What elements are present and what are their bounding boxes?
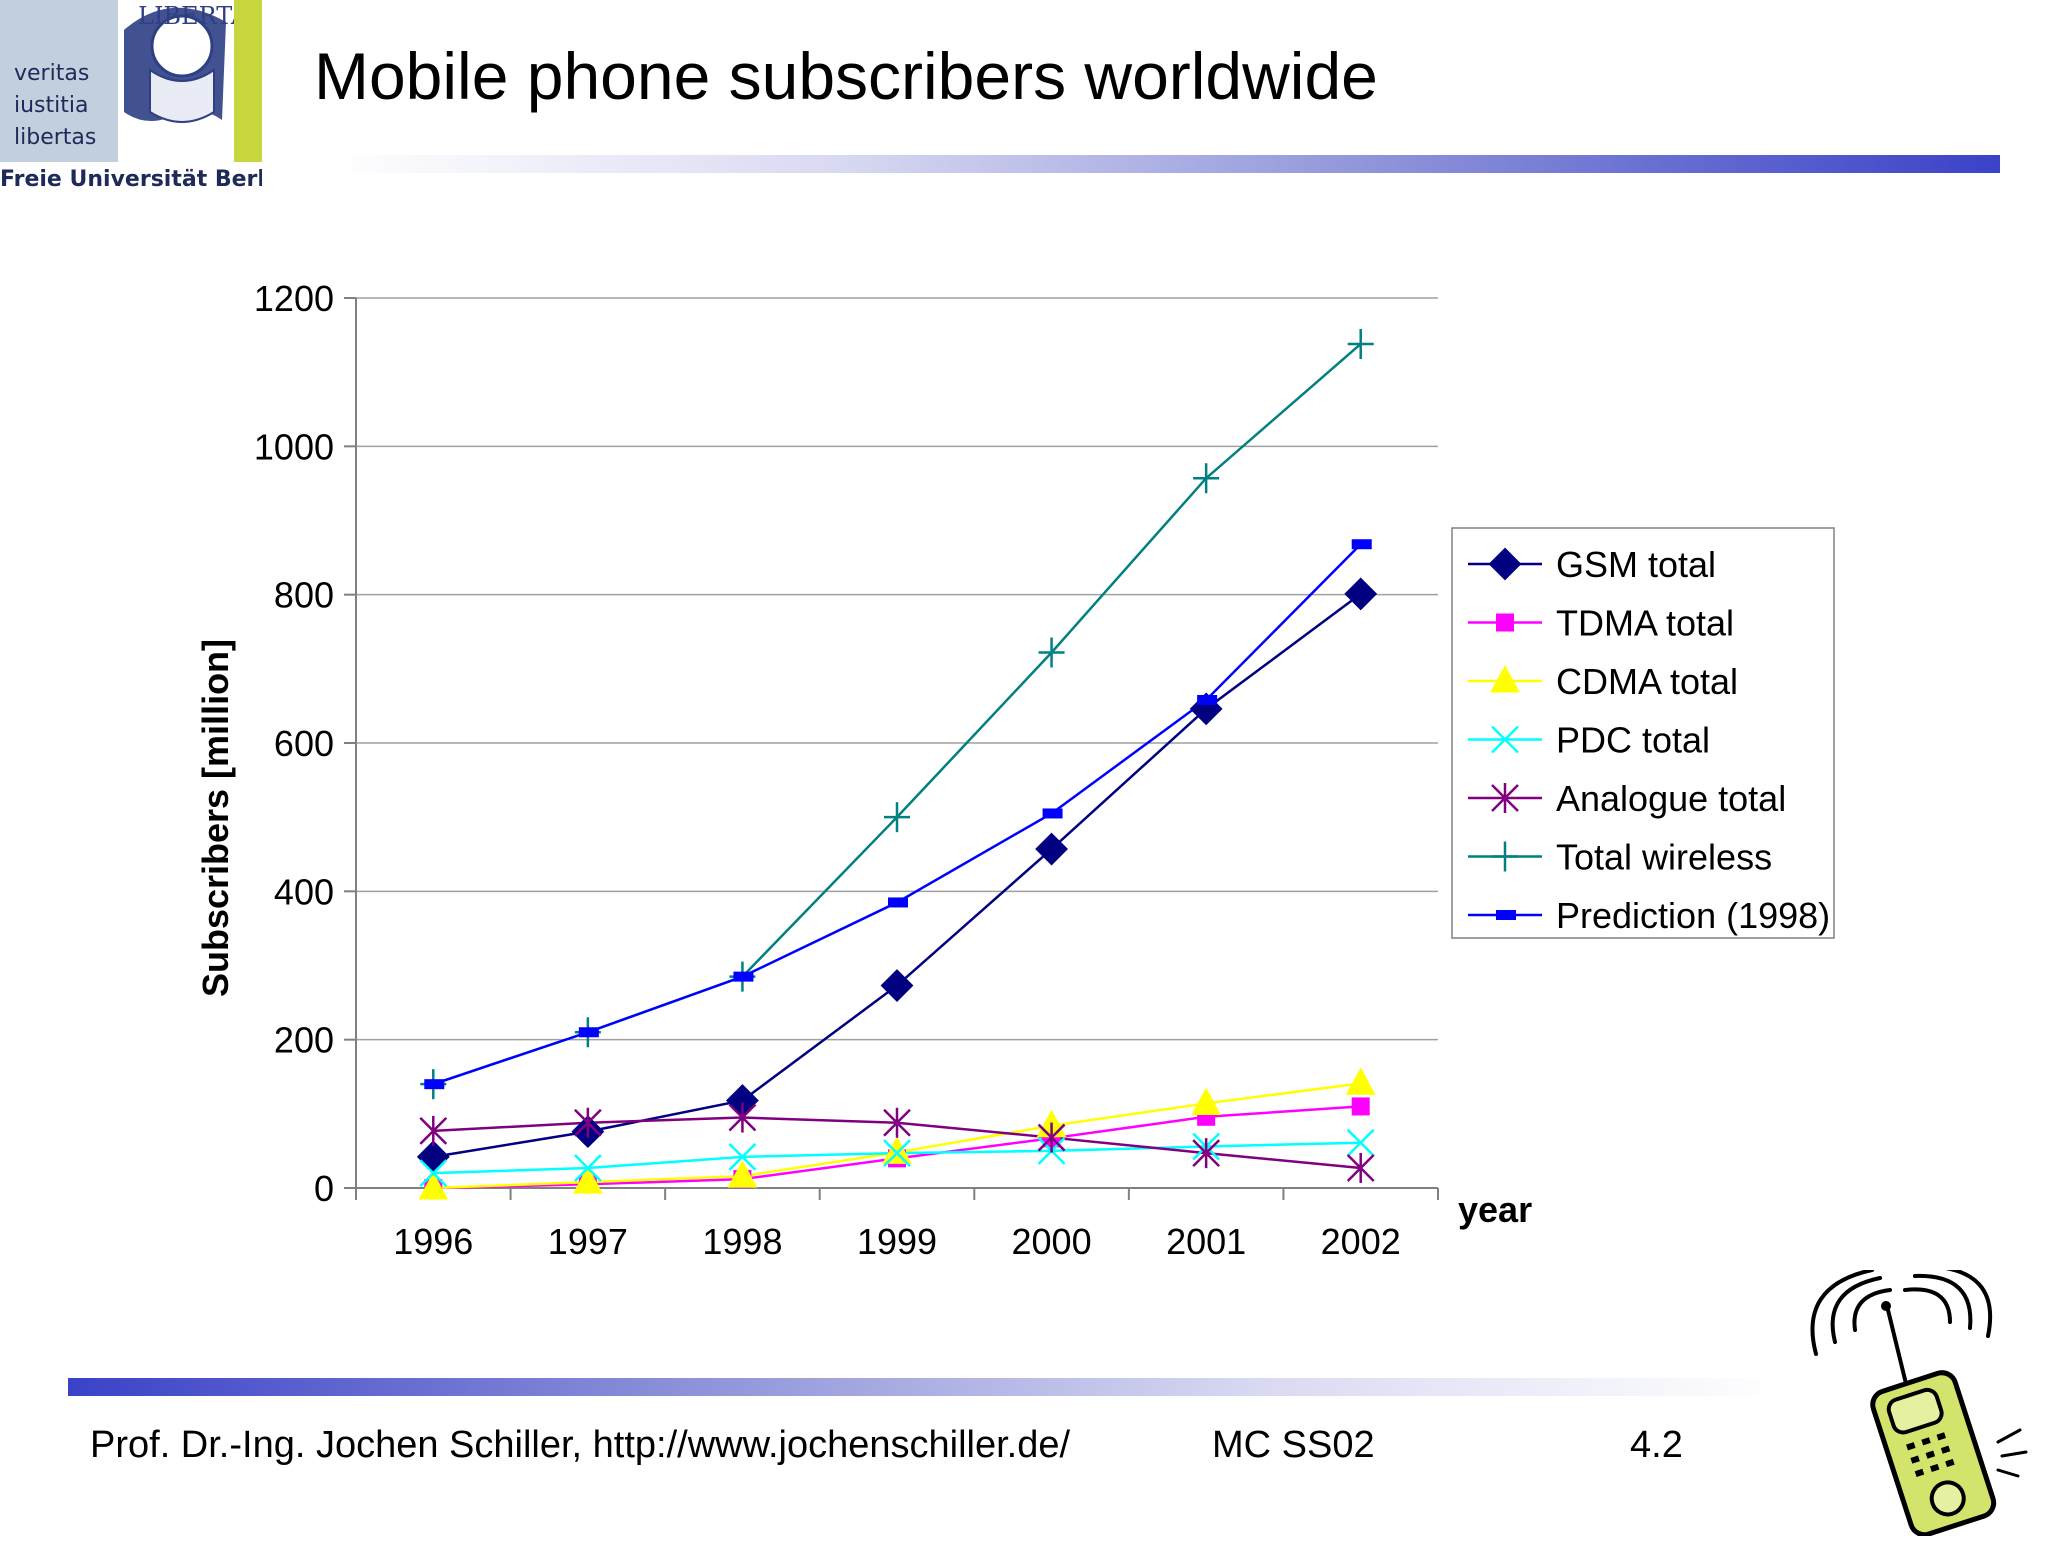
data-point-0-4 xyxy=(1035,832,1068,866)
data-point-0-0 xyxy=(416,1140,450,1174)
legend-marker-4 xyxy=(1491,783,1519,813)
y-tick-label: 1000 xyxy=(254,426,334,467)
data-point-2-2 xyxy=(727,1160,758,1188)
footer-course: MC SS02 xyxy=(1212,1424,1375,1466)
y-axis-title: Subscribers [million] xyxy=(195,639,236,997)
y-tick-label: 800 xyxy=(274,575,334,616)
logo-motto-3: libertas xyxy=(14,125,96,150)
series-line-0 xyxy=(433,592,1362,1159)
data-point-4-6 xyxy=(1346,1152,1375,1183)
legend-label-3: PDC total xyxy=(1556,720,1710,761)
legend-marker-5 xyxy=(1492,841,1518,872)
legend-label-5: Total wireless xyxy=(1556,837,1772,878)
data-point-6-4 xyxy=(1042,808,1063,819)
data-point-5-5 xyxy=(1193,463,1220,494)
x-tick-label-2001: 2001 xyxy=(1166,1221,1246,1262)
legend-marker-3 xyxy=(1491,725,1519,754)
legend-label-2: CDMA total xyxy=(1556,661,1738,702)
data-point-3-3 xyxy=(883,1139,911,1168)
logo-motto-2: iustitia xyxy=(14,93,88,118)
footer-rule xyxy=(68,1378,1780,1396)
legend-label-1: TDMA total xyxy=(1556,603,1734,644)
data-point-3-0 xyxy=(419,1159,448,1188)
y-tick-label: 400 xyxy=(274,871,334,912)
x-tick-label-2000: 2000 xyxy=(1012,1221,1092,1262)
axes: 0 200 400 600 800 1000 1200 1996 1997 1998 1999 200… xyxy=(254,278,1439,1262)
data-point-3-6 xyxy=(1346,1128,1375,1157)
legend-marker-6 xyxy=(1496,910,1516,920)
legend-label-0: GSM total xyxy=(1556,544,1716,585)
data-point-3-1 xyxy=(573,1154,602,1182)
data-point-4-3 xyxy=(883,1107,911,1138)
x-tick-label-1997: 1997 xyxy=(548,1221,628,1262)
legend-marker-1 xyxy=(1496,613,1514,632)
data-point-5-6 xyxy=(1347,328,1374,359)
data-point-2-1 xyxy=(573,1166,603,1194)
data-point-6-0 xyxy=(424,1079,445,1090)
chart-legend: GSM total TDMA total CDMA total PDC total An… xyxy=(1451,527,1835,939)
data-point-6-1 xyxy=(578,1027,599,1038)
legend-frame xyxy=(1451,527,1835,939)
data-point-0-3 xyxy=(880,969,914,1002)
y-tick-label: 1200 xyxy=(254,278,334,319)
data-point-6-6 xyxy=(1351,539,1372,550)
x-tick-label-1996: 1996 xyxy=(393,1221,473,1262)
data-point-6-3 xyxy=(888,897,908,908)
page-title: Mobile phone subscribers worldwide xyxy=(314,39,1378,113)
legend-label-6: Prediction (1998) xyxy=(1556,895,1830,936)
data-point-0-6 xyxy=(1344,577,1378,611)
logo-university-name: Freie Universität Berlin xyxy=(0,167,262,192)
grid-lines xyxy=(356,297,1438,1041)
university-logo: LIBERTAS veritas iustitia libertas Freie… xyxy=(0,0,288,192)
data-point-5-3 xyxy=(884,802,910,833)
mobile-phone-icon xyxy=(1780,1264,2040,1538)
logo-motto-1: veritas xyxy=(14,61,89,86)
data-point-4-5 xyxy=(1192,1138,1221,1169)
data-point-4-4 xyxy=(1037,1122,1066,1153)
data-point-2-6 xyxy=(1345,1067,1376,1095)
data-point-2-5 xyxy=(1191,1087,1221,1115)
data-point-5-4 xyxy=(1038,637,1065,668)
data-point-2-3 xyxy=(882,1136,912,1164)
data-point-4-2 xyxy=(728,1102,757,1133)
footer-author: Prof. Dr.-Ing. Jochen Schiller, http://w… xyxy=(90,1424,1071,1466)
x-tick-label-2002: 2002 xyxy=(1321,1221,1401,1262)
data-point-6-2 xyxy=(733,971,754,982)
data-point-1-6 xyxy=(1351,1097,1370,1116)
data-point-3-2 xyxy=(728,1142,757,1171)
footer-page-number: 4.2 xyxy=(1630,1424,1683,1466)
data-point-4-1 xyxy=(573,1107,602,1138)
x-tick-label-1999: 1999 xyxy=(857,1221,937,1262)
series-markers xyxy=(416,328,1378,1200)
legend-label-4: Analogue total xyxy=(1556,778,1786,819)
title-rule xyxy=(330,155,2000,173)
data-point-2-0 xyxy=(418,1171,449,1200)
series-lines xyxy=(432,343,1362,1190)
x-tick-label-1998: 1998 xyxy=(702,1221,782,1262)
legend-marker-2 xyxy=(1490,664,1520,693)
x-axis-title: year xyxy=(1458,1189,1532,1230)
legend-marker-0 xyxy=(1488,547,1522,581)
y-tick-label: 200 xyxy=(274,1020,334,1061)
y-tick-label: 600 xyxy=(274,723,334,764)
data-point-4-0 xyxy=(419,1115,448,1146)
y-tick-label: 0 xyxy=(314,1168,334,1209)
data-point-6-5 xyxy=(1197,694,1218,705)
